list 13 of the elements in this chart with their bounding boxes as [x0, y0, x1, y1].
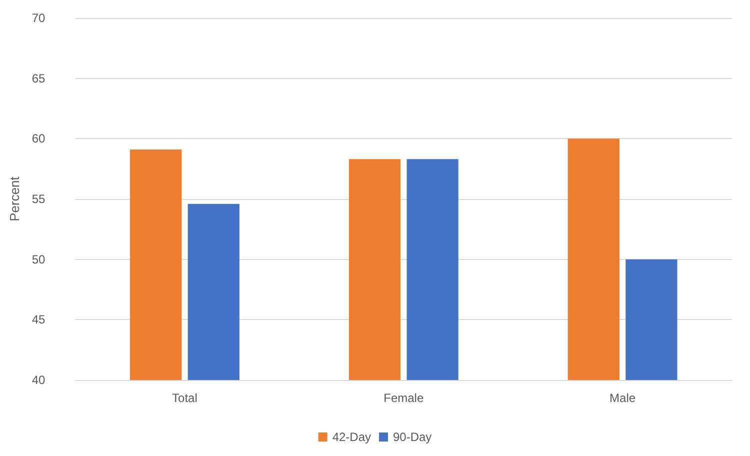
y-tick-label: 70 [32, 11, 46, 25]
x-tick-label: Male [610, 391, 636, 405]
y-tick-label: 50 [32, 252, 46, 266]
x-tick-label: Female [384, 391, 424, 405]
y-tick-label: 65 [32, 71, 46, 86]
y-tick-label: 45 [32, 312, 46, 327]
legend-label: 90-Day [393, 430, 432, 444]
x-tick-label: Total [172, 391, 198, 405]
y-axis-title: Percent [7, 176, 22, 222]
y-tick-label: 60 [32, 132, 46, 146]
y-tick-label: 40 [32, 373, 46, 387]
legend-label: 42-Day [332, 430, 372, 444]
y-tick-label: 55 [32, 192, 46, 206]
